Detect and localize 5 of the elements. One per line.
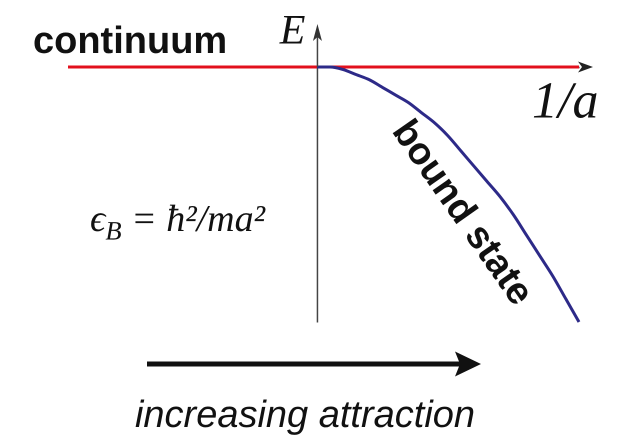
annotation: ϵ$_{B}$ = ħ²/ma²	[90, 198, 265, 246]
text: increasing attraction	[134, 394, 476, 436]
y-axis-title: E	[278, 8, 306, 54]
x-axis-title: 1/a	[532, 72, 598, 130]
series-label: continuum	[33, 20, 228, 62]
